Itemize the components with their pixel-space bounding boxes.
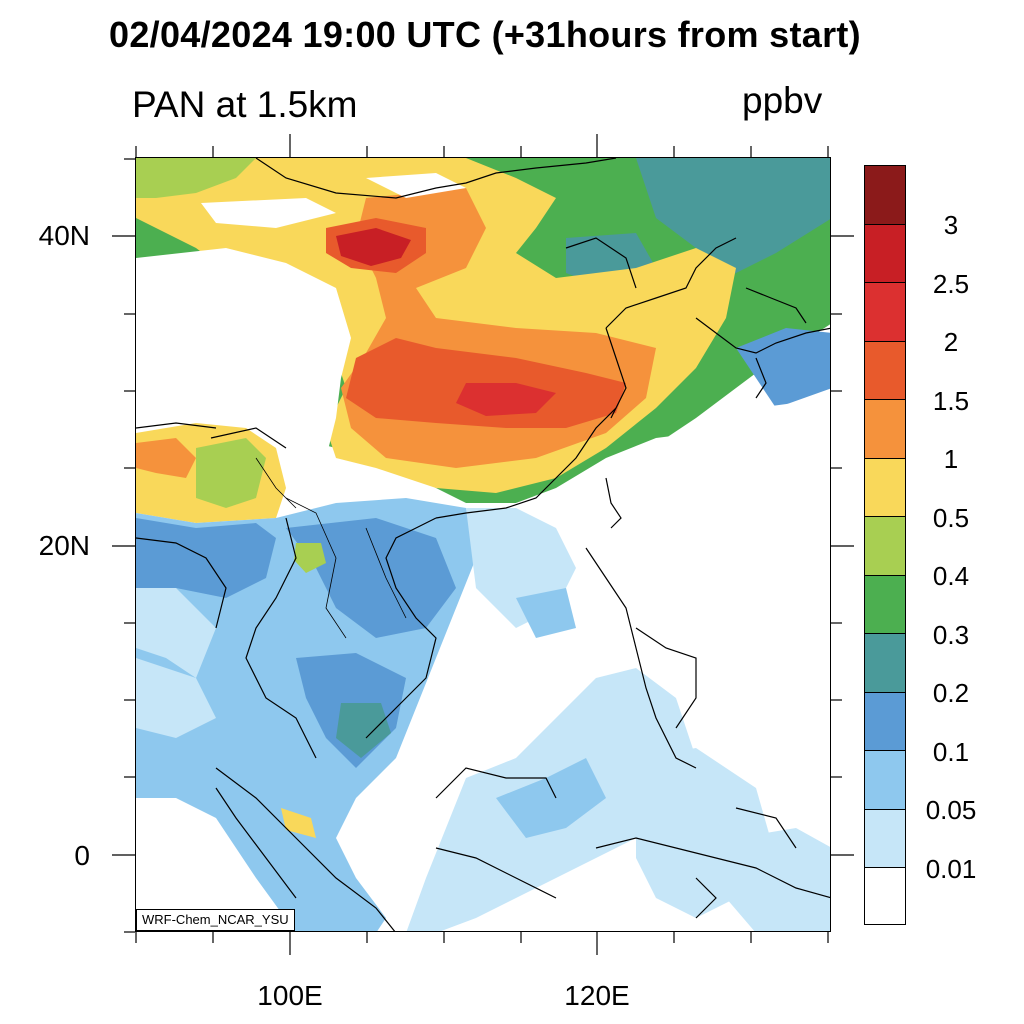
colorbar-label: 2.5	[932, 269, 970, 299]
variable-label: PAN at 1.5km	[132, 84, 358, 125]
colorbar-label: 0.01	[925, 854, 977, 884]
plot-title: 02/04/2024 19:00 UTC (+31hours from star…	[109, 14, 861, 55]
units-label: ppbv	[742, 80, 823, 121]
lat-label-20n: 20N	[38, 530, 90, 561]
colorbar-swatch	[865, 224, 905, 283]
concentration-field	[136, 158, 830, 931]
colorbar-swatch	[865, 868, 905, 924]
model-credit: WRF-Chem_NCAR_YSU	[136, 909, 295, 931]
colorbar-swatch	[865, 575, 905, 634]
colorbar-label: 1	[943, 444, 959, 474]
colorbar-swatch	[865, 166, 905, 225]
colorbar-swatch	[865, 341, 905, 400]
lon-label-120e: 120E	[564, 980, 630, 1011]
colorbar-swatch	[865, 634, 905, 693]
lat-label-40n: 40N	[38, 220, 90, 251]
colorbar-swatch	[865, 458, 905, 517]
colorbar-swatch	[865, 283, 905, 342]
colorbar-swatch	[865, 692, 905, 751]
colorbar-label: 0.1	[932, 737, 970, 767]
colorbar-label: 0.05	[925, 795, 977, 825]
colorbar-swatch	[865, 751, 905, 810]
colorbar	[864, 165, 906, 925]
colorbar-label: 3	[943, 210, 959, 240]
colorbar-label: 0.3	[932, 620, 970, 650]
colorbar-swatch	[865, 809, 905, 868]
colorbar-swatch	[865, 400, 905, 459]
lon-label-100e: 100E	[257, 980, 323, 1011]
lat-label-0: 0	[74, 840, 90, 871]
colorbar-label: 0.5	[932, 503, 970, 533]
map-panel: WRF-Chem_NCAR_YSU	[135, 157, 831, 932]
colorbar-label: 0.2	[932, 678, 970, 708]
colorbar-label: 1.5	[932, 386, 970, 416]
colorbar-label: 0.4	[932, 561, 970, 591]
colorbar-label: 2	[943, 327, 959, 357]
colorbar-swatch	[865, 517, 905, 576]
